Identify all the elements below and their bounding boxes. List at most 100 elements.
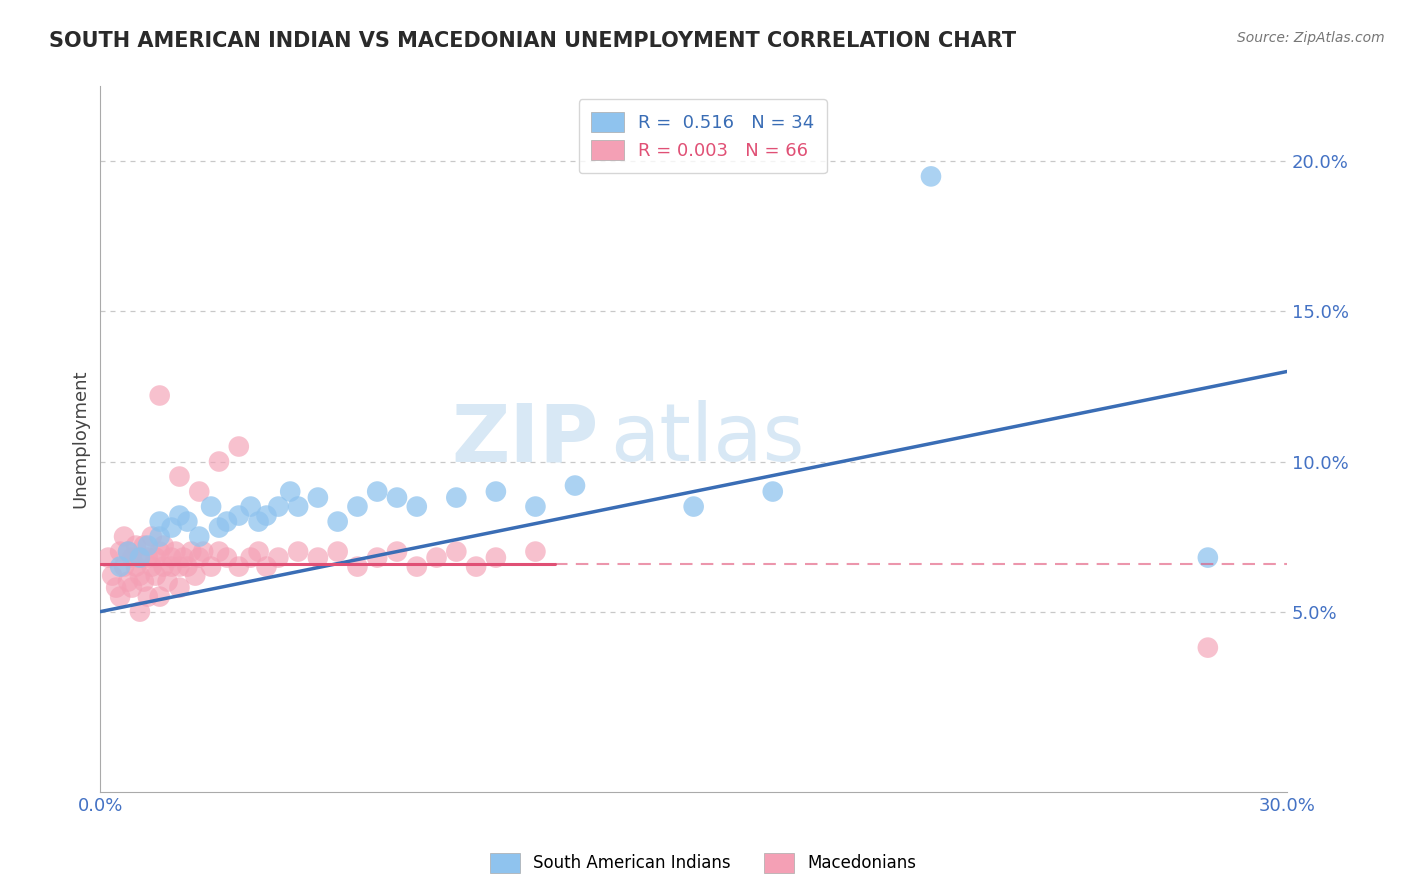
Point	[169, 469, 191, 483]
Point	[129, 550, 152, 565]
Point	[136, 539, 159, 553]
Point	[176, 559, 198, 574]
Point	[346, 559, 368, 574]
Point	[176, 515, 198, 529]
Point	[366, 484, 388, 499]
Point	[156, 574, 179, 589]
Point	[108, 590, 131, 604]
Point	[172, 550, 194, 565]
Point	[141, 530, 163, 544]
Point	[239, 550, 262, 565]
Point	[160, 550, 183, 565]
Point	[524, 544, 547, 558]
Point	[152, 559, 174, 574]
Point	[152, 539, 174, 553]
Point	[1197, 550, 1219, 565]
Point	[524, 500, 547, 514]
Text: Source: ZipAtlas.com: Source: ZipAtlas.com	[1237, 31, 1385, 45]
Point	[485, 550, 508, 565]
Point	[1197, 640, 1219, 655]
Point	[129, 568, 152, 582]
Point	[180, 544, 202, 558]
Point	[117, 544, 139, 558]
Point	[425, 550, 447, 565]
Point	[228, 559, 250, 574]
Point	[485, 484, 508, 499]
Point	[125, 559, 148, 574]
Point	[228, 440, 250, 454]
Point	[366, 550, 388, 565]
Point	[278, 484, 301, 499]
Point	[132, 574, 155, 589]
Point	[188, 484, 211, 499]
Point	[346, 500, 368, 514]
Point	[200, 559, 222, 574]
Point	[169, 581, 191, 595]
Point	[136, 550, 159, 565]
Point	[256, 559, 278, 574]
Point	[920, 169, 942, 184]
Point	[188, 530, 211, 544]
Y-axis label: Unemployment: Unemployment	[72, 370, 89, 508]
Point	[149, 388, 172, 402]
Point	[121, 550, 143, 565]
Point	[149, 590, 172, 604]
Point	[682, 500, 704, 514]
Point	[256, 508, 278, 523]
Point	[215, 515, 238, 529]
Point	[193, 544, 215, 558]
Point	[405, 559, 427, 574]
Point	[129, 550, 152, 565]
Point	[307, 550, 329, 565]
Point	[145, 550, 167, 565]
Point	[112, 559, 135, 574]
Legend: R =  0.516   N = 34, R = 0.003   N = 66: R = 0.516 N = 34, R = 0.003 N = 66	[578, 99, 827, 173]
Point	[108, 544, 131, 558]
Point	[326, 544, 349, 558]
Point	[208, 454, 231, 468]
Point	[239, 500, 262, 514]
Point	[108, 559, 131, 574]
Text: ZIP: ZIP	[451, 400, 599, 478]
Point	[160, 520, 183, 534]
Point	[247, 515, 270, 529]
Legend: South American Indians, Macedonians: South American Indians, Macedonians	[484, 847, 922, 880]
Point	[465, 559, 488, 574]
Point	[101, 568, 124, 582]
Point	[117, 574, 139, 589]
Point	[228, 508, 250, 523]
Point	[149, 530, 172, 544]
Text: SOUTH AMERICAN INDIAN VS MACEDONIAN UNEMPLOYMENT CORRELATION CHART: SOUTH AMERICAN INDIAN VS MACEDONIAN UNEM…	[49, 31, 1017, 51]
Point	[446, 544, 468, 558]
Point	[267, 550, 290, 565]
Point	[208, 544, 231, 558]
Point	[247, 544, 270, 558]
Point	[208, 520, 231, 534]
Point	[160, 559, 183, 574]
Point	[129, 605, 152, 619]
Point	[145, 568, 167, 582]
Point	[287, 544, 309, 558]
Point	[446, 491, 468, 505]
Point	[97, 550, 120, 565]
Point	[267, 500, 290, 514]
Point	[125, 539, 148, 553]
Point	[188, 550, 211, 565]
Point	[121, 581, 143, 595]
Point	[184, 568, 207, 582]
Point	[149, 544, 172, 558]
Point	[141, 559, 163, 574]
Point	[385, 544, 408, 558]
Point	[385, 491, 408, 505]
Point	[132, 539, 155, 553]
Point	[215, 550, 238, 565]
Point	[149, 515, 172, 529]
Point	[117, 544, 139, 558]
Point	[165, 544, 187, 558]
Point	[307, 491, 329, 505]
Point	[169, 508, 191, 523]
Text: atlas: atlas	[610, 400, 806, 478]
Point	[405, 500, 427, 514]
Point	[200, 500, 222, 514]
Point	[762, 484, 785, 499]
